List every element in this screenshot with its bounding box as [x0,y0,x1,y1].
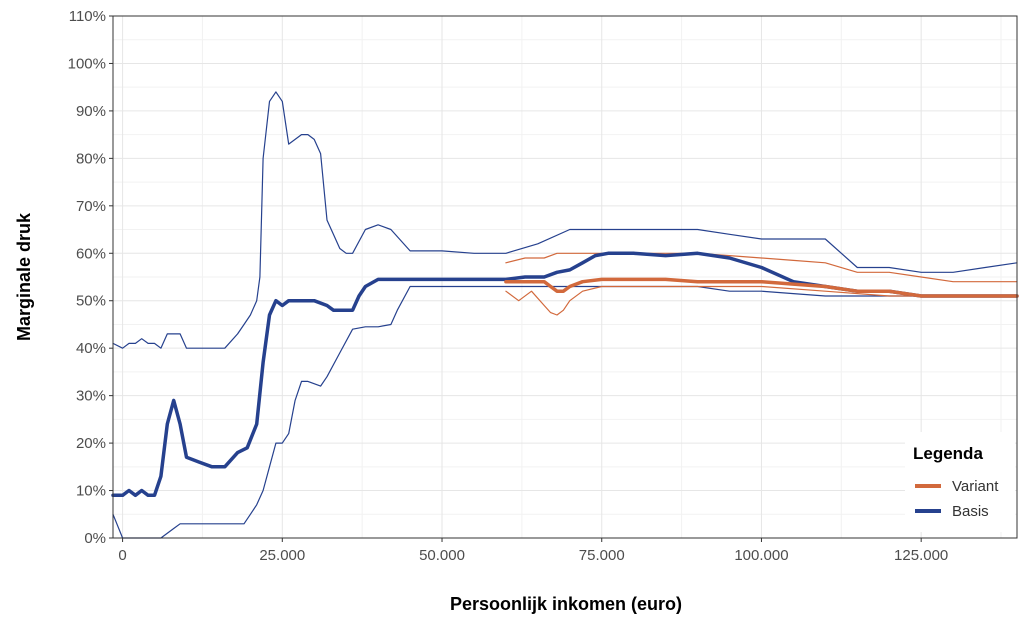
legend-label-variant: Variant [952,478,999,495]
x-tick-label: 50.000 [419,547,465,564]
y-tick-label: 20% [76,435,106,452]
x-tick-label: 75.000 [579,547,625,564]
x-tick-label: 25.000 [259,547,305,564]
legend-label-basis: Basis [952,503,989,520]
legend-title: Legenda [913,444,983,463]
legend-background [905,432,1015,532]
x-tick-label: 125.000 [894,547,948,564]
y-tick-label: 110% [69,8,106,25]
y-tick-label: 90% [76,103,106,120]
x-axis-title: Persoonlijk inkomen (euro) [450,594,682,614]
y-tick-label: 70% [76,198,106,215]
y-axis-ticks: 0% 10% 20% 30% 40% 50% 60% 70% 80% 90% 100% 110% [68,8,113,547]
x-axis-ticks: 0 25.000 50.000 75.000 100.000 125.000 [118,538,948,564]
series-layer [111,91,1019,539]
series-line-basis-median [111,251,1019,498]
grid [113,15,1017,539]
y-tick-label: 10% [76,483,106,500]
y-tick-label: 50% [76,293,106,310]
y-tick-label: 0% [84,530,106,547]
plot-border [112,15,1018,539]
y-tick-label: 40% [76,340,106,357]
series-line-variant-lower-bound [505,285,1018,316]
series-line-variant-median [504,277,1019,298]
y-tick-label: 60% [76,245,106,262]
y-tick-label: 80% [76,150,106,167]
y-axis-title: Marginale druk [14,212,34,341]
x-tick-label: 100.000 [734,547,788,564]
series-line-basis-lower-bound [112,285,1018,539]
legend: Legenda Variant Basis [905,432,1015,532]
series-line-basis-upper-bound [112,91,1018,349]
y-tick-label: 100% [68,55,106,72]
x-tick-label: 0 [118,547,126,564]
y-tick-label: 30% [76,388,106,405]
